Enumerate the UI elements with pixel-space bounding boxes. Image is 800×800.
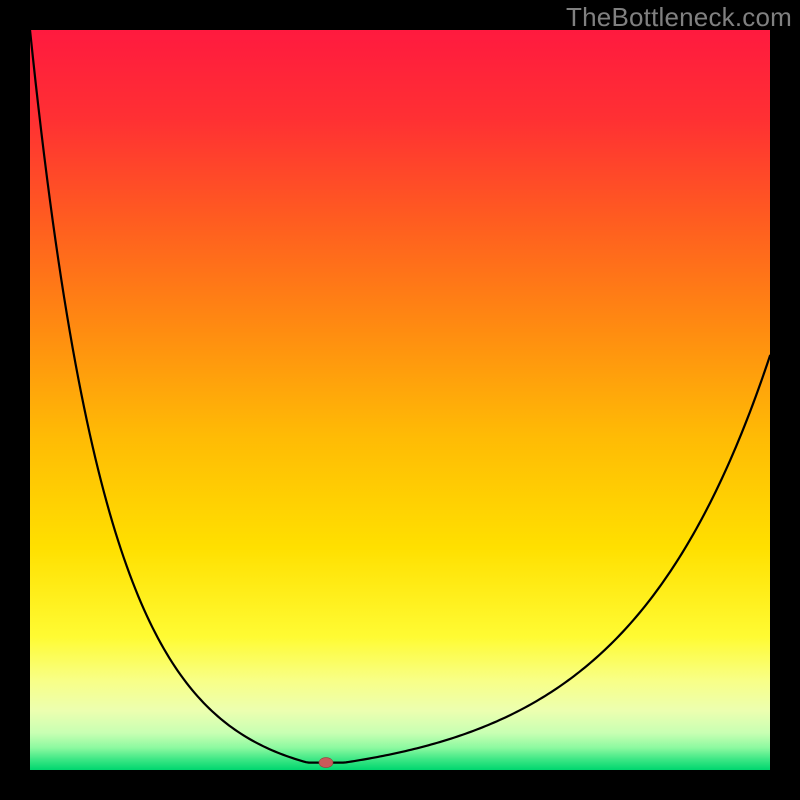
plot-background <box>30 30 770 770</box>
minimum-marker <box>319 758 333 768</box>
bottleneck-chart <box>0 0 800 800</box>
watermark-text: TheBottleneck.com <box>566 2 792 33</box>
chart-wrapper: TheBottleneck.com <box>0 0 800 800</box>
